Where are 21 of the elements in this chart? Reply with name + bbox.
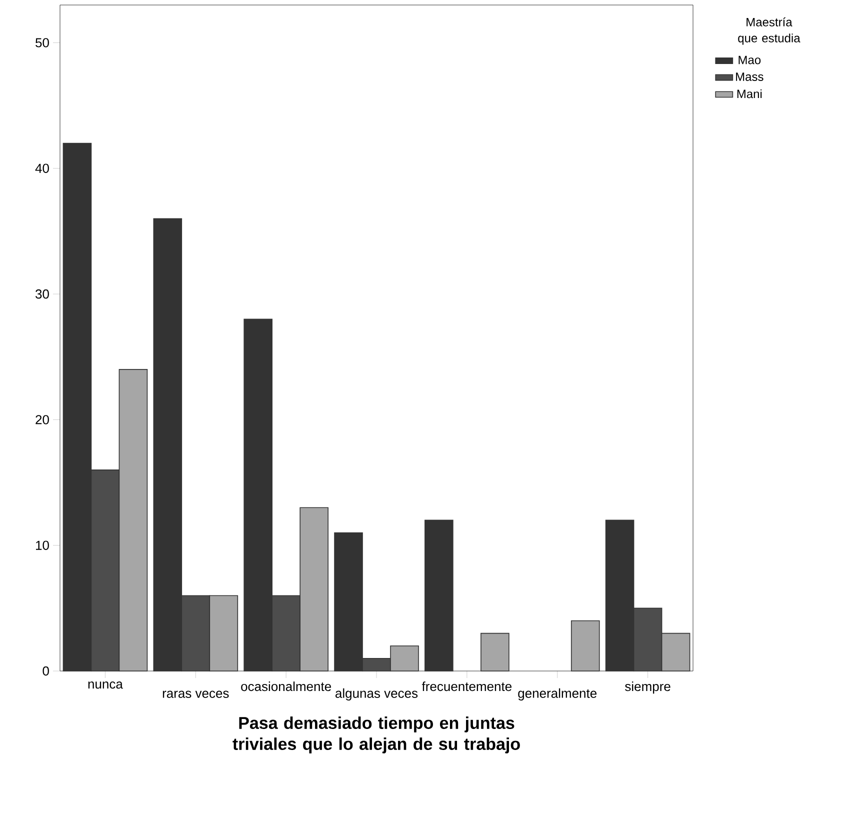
- y-tick-label: 50: [36, 38, 49, 48]
- x-tick-label: frecuentemente: [422, 682, 512, 692]
- y-tick-label: 10: [36, 540, 49, 550]
- x-tick-label: siempre: [625, 682, 670, 694]
- bar: [480, 632, 510, 672]
- y-tick-label: 0: [42, 666, 49, 676]
- x-tick-label: ocasionalmente: [241, 682, 332, 692]
- bar: [424, 520, 454, 672]
- x-tick-label: algunas veces: [336, 688, 418, 700]
- y-tick-label: 30: [36, 289, 49, 299]
- x-tick-label: generalmente: [518, 688, 597, 700]
- legend-label: Mani: [737, 89, 762, 98]
- x-axis-title: Pasa demasiado tiempo en juntas triviales que lo alejan de su trabajo: [232, 716, 520, 754]
- y-tick-label: 20: [36, 415, 49, 424]
- y-tick-label: 40: [35, 164, 49, 173]
- legend-label: Mao: [738, 56, 761, 64]
- x-tick-label: raras veces: [162, 690, 229, 698]
- x-tick-label: nunca: [88, 682, 123, 689]
- bar: [570, 620, 600, 672]
- legend-label: Mass: [736, 72, 764, 81]
- legend-title: Maestría que estudia: [738, 17, 800, 45]
